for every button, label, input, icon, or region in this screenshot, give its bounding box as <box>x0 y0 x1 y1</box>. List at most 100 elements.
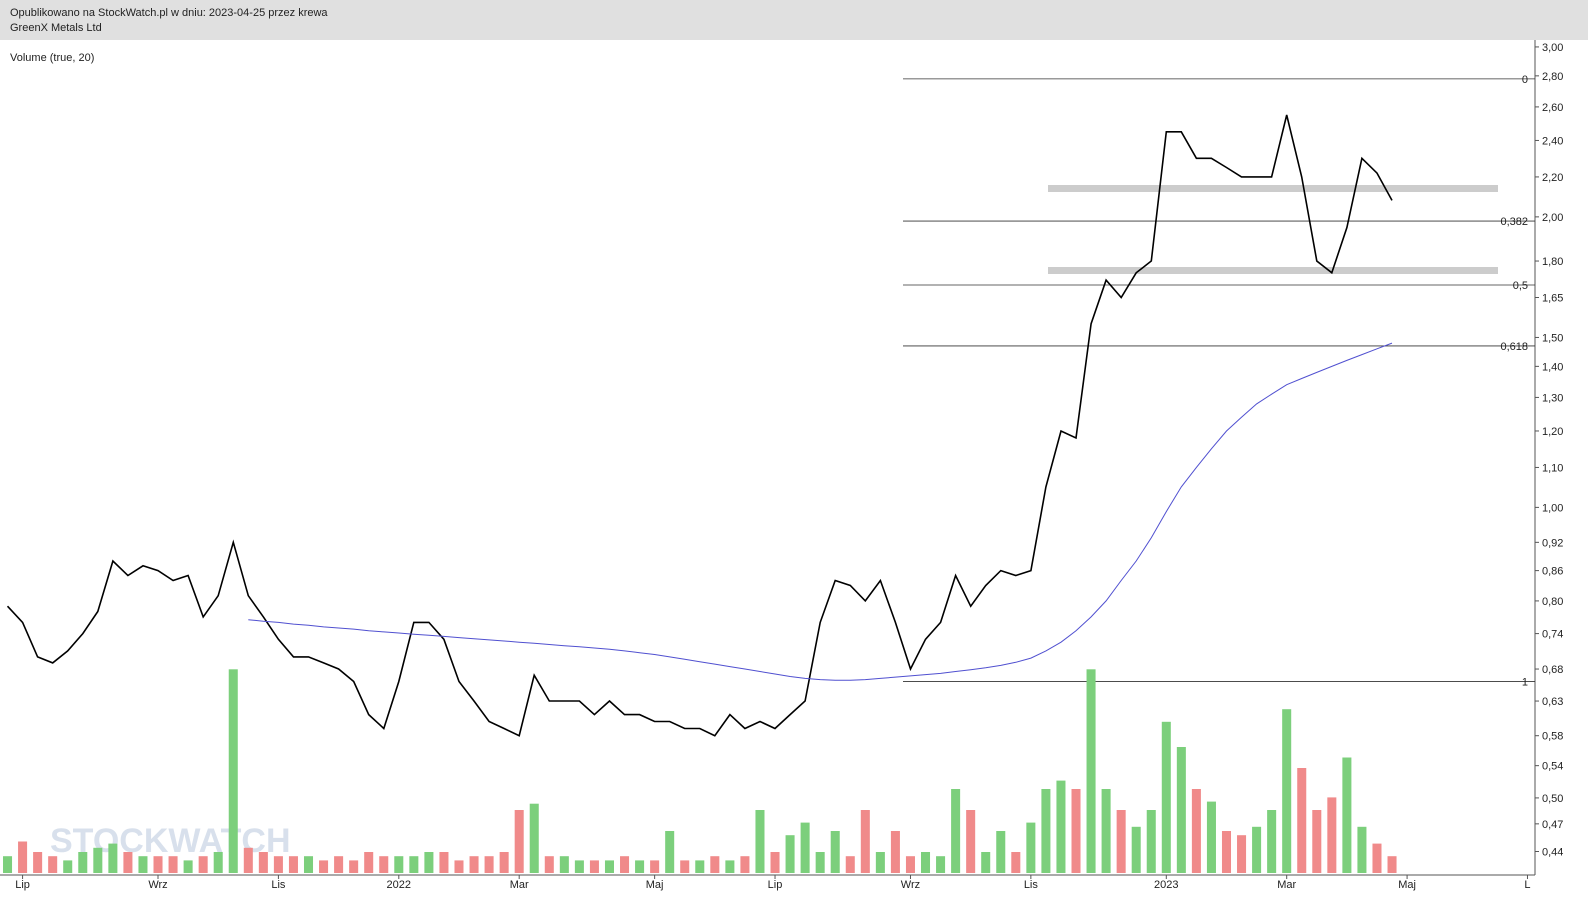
volume-bar <box>273 856 283 873</box>
volume-bar <box>589 860 599 873</box>
fib-label: 0 <box>1522 74 1528 86</box>
volume-bar <box>1131 826 1141 873</box>
y-tick-label: 0,63 <box>1542 696 1563 708</box>
volume-bar <box>243 847 253 873</box>
volume-bar <box>1191 789 1201 873</box>
volume-bar <box>665 831 675 873</box>
volume-bar <box>830 831 840 873</box>
volume-bar <box>108 843 118 873</box>
volume-bar <box>1146 810 1156 873</box>
x-tick-label: Wrz <box>901 879 920 891</box>
volume-bar <box>725 860 735 873</box>
volume-bar <box>78 852 88 873</box>
volume-bar <box>740 856 750 873</box>
volume-bar <box>123 852 133 873</box>
volume-bar <box>1267 810 1277 873</box>
volume-bar <box>364 852 374 873</box>
volume-bar <box>1312 810 1322 873</box>
volume-bar <box>1297 768 1307 873</box>
volume-bar <box>168 856 178 873</box>
volume-bar <box>620 856 630 873</box>
y-tick-label: 0,74 <box>1542 629 1563 641</box>
volume-bar <box>981 852 991 873</box>
volume-bar <box>650 860 660 873</box>
volume-bar <box>183 860 193 873</box>
volume-bar <box>33 852 43 873</box>
volume-bar <box>936 856 946 873</box>
volume-bar <box>1011 852 1021 873</box>
volume-bar <box>514 810 524 873</box>
x-tick-label: Mar <box>510 879 529 891</box>
volume-bar <box>499 852 509 873</box>
volume-bar <box>334 856 344 873</box>
volume-bar <box>951 789 961 873</box>
volume-bar <box>303 856 314 873</box>
volume-bar <box>319 860 329 873</box>
volume-bar <box>1357 826 1367 873</box>
volume-bar <box>153 856 163 873</box>
volume-bar <box>860 810 870 873</box>
volume-bar <box>529 803 539 873</box>
y-tick-label: 1,65 <box>1542 293 1563 305</box>
y-tick-label: 1,00 <box>1542 502 1563 514</box>
volume-bar <box>635 860 645 873</box>
volume-bar <box>1237 835 1247 873</box>
y-tick-label: 2,20 <box>1542 172 1563 184</box>
volume-bar <box>1206 801 1216 873</box>
volume-bar <box>484 856 494 873</box>
volume-bar <box>439 852 449 873</box>
volume-bar <box>921 852 931 873</box>
volume-bar <box>1026 822 1036 873</box>
y-tick-label: 3,00 <box>1542 42 1563 54</box>
volume-bar <box>3 856 13 873</box>
x-tick-label: Wrz <box>148 879 167 891</box>
x-tick-label: Lis <box>1024 879 1039 891</box>
volume-bar <box>1252 826 1262 873</box>
volume-bar <box>1221 831 1232 873</box>
volume-bar <box>1071 789 1081 873</box>
volume-bar <box>93 847 103 873</box>
y-tick-label: 1,20 <box>1542 426 1563 438</box>
volume-bar <box>228 669 238 873</box>
volume-bar <box>469 856 479 873</box>
volume-bar <box>875 852 885 873</box>
volume-bar <box>966 810 976 873</box>
volume-bar <box>710 856 720 873</box>
y-tick-label: 2,00 <box>1542 212 1563 224</box>
y-tick-label: 2,40 <box>1542 135 1563 147</box>
volume-bar <box>18 841 28 873</box>
x-tick-label: Mar <box>1277 879 1296 891</box>
x-tick-label: Maj <box>646 879 664 891</box>
volume-bar <box>138 856 148 873</box>
volume-bar <box>454 860 464 873</box>
volume-bar <box>800 822 810 873</box>
x-tick-label: L <box>1524 879 1530 891</box>
y-tick-label: 1,40 <box>1542 361 1563 373</box>
header-title: GreenX Metals Ltd <box>10 22 102 34</box>
y-tick-label: 0,86 <box>1542 566 1563 578</box>
y-tick-label: 0,44 <box>1542 846 1563 858</box>
volume-bar <box>1342 757 1352 873</box>
volume-bar <box>1056 780 1066 873</box>
volume-bar <box>1101 789 1111 873</box>
volume-bar <box>770 852 780 873</box>
y-tick-label: 1,10 <box>1542 462 1563 474</box>
volume-bar <box>1176 747 1186 873</box>
y-tick-label: 0,68 <box>1542 664 1563 676</box>
volume-bar <box>996 831 1006 873</box>
volume-bar <box>680 860 690 873</box>
y-tick-label: 0,58 <box>1542 731 1563 743</box>
volume-bar <box>213 852 223 873</box>
y-tick-label: 1,30 <box>1542 392 1563 404</box>
fib-label: 1 <box>1522 677 1528 689</box>
y-tick-label: 0,54 <box>1542 761 1563 773</box>
y-tick-label: 0,50 <box>1542 793 1563 805</box>
volume-bar <box>845 856 855 873</box>
volume-bar <box>905 856 915 873</box>
y-tick-label: 2,60 <box>1542 102 1563 114</box>
volume-bar <box>559 856 569 873</box>
volume-bar <box>63 860 73 873</box>
volume-bar <box>409 856 419 873</box>
